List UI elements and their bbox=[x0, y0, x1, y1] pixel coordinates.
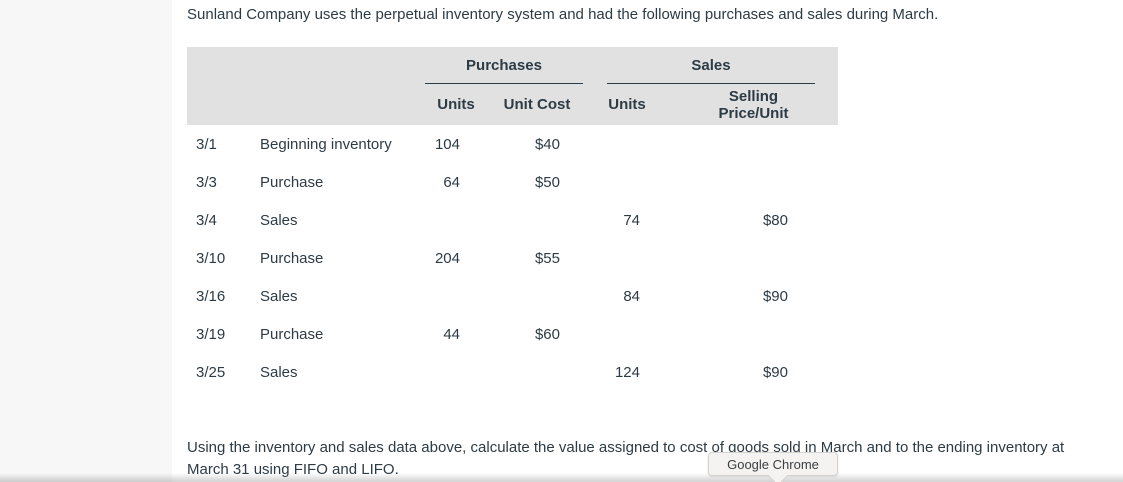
sales-group-label: Sales bbox=[691, 56, 731, 74]
purchase-units-value: 44 bbox=[443, 325, 460, 343]
purchase-unit-cost-value: $55 bbox=[534, 249, 560, 267]
purchase-units-value: 204 bbox=[434, 249, 460, 267]
row-date: 3/16 bbox=[196, 287, 226, 305]
row-date: 3/1 bbox=[196, 135, 217, 153]
inventory-table: Purchases Sales Units Unit Cost Units Se… bbox=[187, 47, 838, 391]
selling-price-column-header: Selling Price/Unit bbox=[718, 87, 789, 122]
table-header: Purchases Sales Units Unit Cost Units Se… bbox=[187, 47, 838, 125]
purchase-units-value: 104 bbox=[434, 135, 460, 153]
purchase-unit-cost-value: $50 bbox=[534, 173, 560, 191]
left-gutter bbox=[0, 0, 172, 482]
row-date: 3/25 bbox=[196, 363, 226, 381]
intro-text: Sunland Company uses the perpetual inven… bbox=[187, 6, 939, 23]
question-text-line1: Using the inventory and sales data above… bbox=[187, 439, 1065, 456]
taskbar-tooltip[interactable]: Google Chrome bbox=[708, 452, 838, 482]
group-header-row: Purchases Sales bbox=[187, 47, 838, 84]
table-row: 3/4 Sales 74 $80 bbox=[187, 201, 838, 239]
purchases-group-header: Purchases bbox=[425, 47, 583, 84]
row-description: Sales bbox=[260, 363, 298, 381]
row-date: 3/19 bbox=[196, 325, 226, 343]
row-description: Purchase bbox=[260, 173, 324, 191]
unit-cost-column-header: Unit Cost bbox=[503, 96, 571, 113]
question-text: Using the inventory and sales data above… bbox=[187, 437, 1064, 481]
tooltip-label: Google Chrome bbox=[727, 456, 819, 472]
table-row: 3/1 Beginning inventory 104 $40 bbox=[187, 125, 838, 163]
selling-price-per-unit-value: $80 bbox=[762, 211, 788, 229]
taskbar-top-edge bbox=[0, 473, 1123, 482]
question-text-line2: March 31 using FIFO and LIFO. bbox=[187, 461, 399, 478]
purchase-unit-cost-value: $40 bbox=[534, 135, 560, 153]
purchase-unit-cost-value: $60 bbox=[534, 325, 560, 343]
sales-units-value: 74 bbox=[623, 211, 640, 229]
row-description: Purchase bbox=[260, 249, 324, 267]
column-header-row: Units Unit Cost Units Selling Price/Unit bbox=[187, 84, 838, 125]
sales-units-value: 124 bbox=[614, 363, 640, 381]
purchase-units-value: 64 bbox=[443, 173, 460, 191]
group-header-gap bbox=[583, 47, 607, 84]
table-row: 3/3 Purchase 64 $50 bbox=[187, 163, 838, 201]
purchase-units-column-header: Units bbox=[437, 96, 475, 113]
sales-units-column-header: Units bbox=[608, 96, 646, 113]
table-row: 3/16 Sales 84 $90 bbox=[187, 277, 838, 315]
row-description: Sales bbox=[260, 287, 298, 305]
table-row: 3/19 Purchase 44 $60 bbox=[187, 315, 838, 353]
sales-units-value: 84 bbox=[623, 287, 640, 305]
row-date: 3/3 bbox=[196, 173, 217, 191]
table-body: 3/1 Beginning inventory 104 $40 3/3 Purchase 6… bbox=[187, 125, 838, 391]
table-row: 3/10 Purchase 204 $55 bbox=[187, 239, 838, 277]
sales-group-header: Sales bbox=[607, 47, 815, 84]
row-date: 3/10 bbox=[196, 249, 226, 267]
purchases-group-label: Purchases bbox=[466, 56, 542, 74]
selling-price-per-unit-value: $90 bbox=[762, 287, 788, 305]
group-header-spacer bbox=[187, 47, 425, 84]
selling-price-per-unit-value: $90 bbox=[762, 363, 788, 381]
row-description: Purchase bbox=[260, 325, 324, 343]
row-description: Beginning inventory bbox=[260, 135, 392, 153]
row-date: 3/4 bbox=[196, 211, 217, 229]
row-description: Sales bbox=[260, 211, 298, 229]
table-row: 3/25 Sales 124 $90 bbox=[187, 353, 838, 391]
